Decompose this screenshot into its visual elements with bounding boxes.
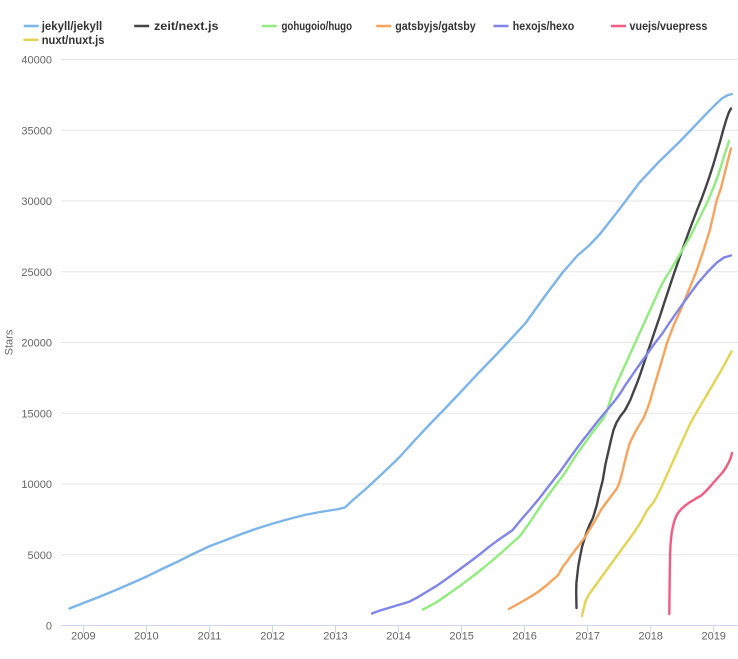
svg-text:20000: 20000: [21, 338, 52, 350]
svg-text:2015: 2015: [449, 631, 473, 643]
svg-text:2014: 2014: [386, 631, 410, 643]
svg-text:hexojs/hexo: hexojs/hexo: [513, 19, 575, 33]
svg-text:vuejs/vuepress: vuejs/vuepress: [630, 19, 708, 33]
svg-text:40000: 40000: [21, 55, 52, 67]
svg-text:zeit/next.js: zeit/next.js: [154, 19, 219, 33]
svg-text:2010: 2010: [134, 631, 158, 643]
svg-text:nuxt/nuxt.js: nuxt/nuxt.js: [42, 33, 105, 47]
svg-text:35000: 35000: [21, 125, 52, 137]
svg-text:25000: 25000: [21, 267, 52, 279]
svg-text:2019: 2019: [701, 631, 725, 643]
svg-text:2009: 2009: [71, 631, 95, 643]
svg-text:2017: 2017: [575, 631, 599, 643]
svg-text:gohugoio/hugo: gohugoio/hugo: [282, 19, 353, 33]
svg-text:0: 0: [46, 621, 52, 633]
svg-text:jekyll/jekyll: jekyll/jekyll: [41, 19, 102, 33]
svg-text:15000: 15000: [21, 408, 52, 420]
svg-text:5000: 5000: [28, 550, 52, 562]
svg-text:Stars: Stars: [4, 329, 16, 355]
svg-text:2018: 2018: [638, 631, 662, 643]
svg-text:10000: 10000: [21, 479, 52, 491]
svg-text:2013: 2013: [323, 631, 347, 643]
svg-text:2011: 2011: [198, 631, 222, 643]
svg-text:30000: 30000: [21, 196, 52, 208]
svg-text:gatsbyjs/gatsby: gatsbyjs/gatsby: [395, 19, 476, 33]
svg-text:2016: 2016: [512, 631, 536, 643]
svg-text:2012: 2012: [260, 631, 284, 643]
